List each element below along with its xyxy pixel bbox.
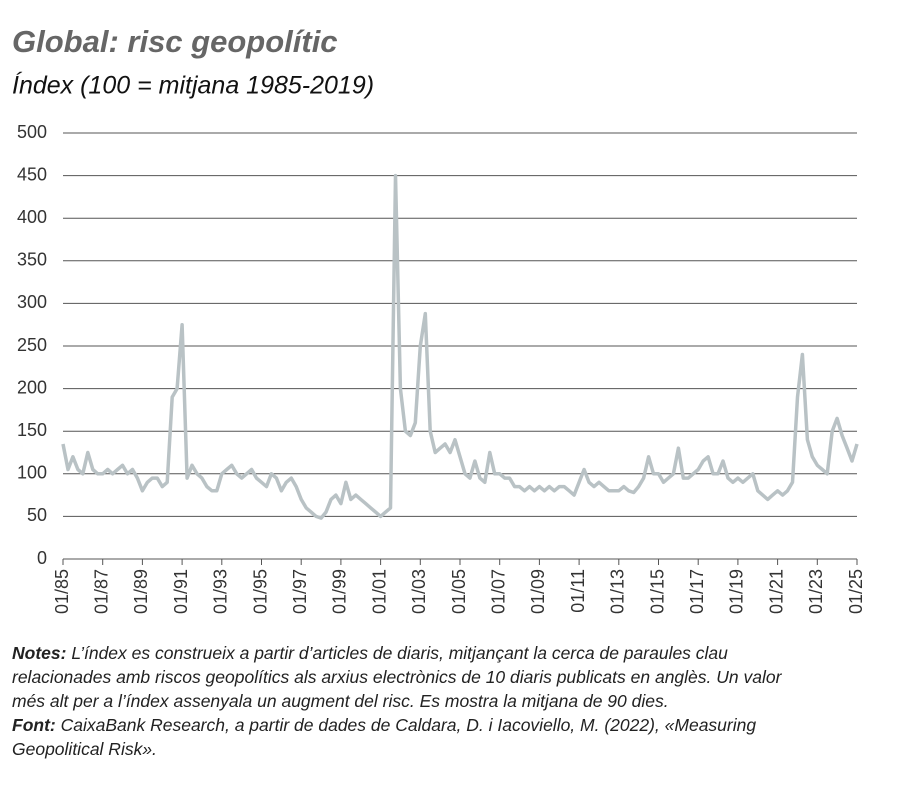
x-tick-label: 01/15 bbox=[647, 569, 667, 614]
x-tick-label: 01/23 bbox=[806, 569, 826, 614]
x-tick-label: 01/07 bbox=[488, 569, 508, 614]
y-tick-label: 0 bbox=[37, 548, 47, 568]
notes-block: Notes: L’índex es construeix a partir d’… bbox=[12, 641, 802, 713]
x-tick-label: 01/13 bbox=[608, 569, 628, 614]
x-tick-label: 01/85 bbox=[52, 569, 72, 614]
chart-title: Global: risc geopolític bbox=[12, 24, 338, 59]
x-tick-label: 01/19 bbox=[727, 569, 747, 614]
chart-subtitle: Índex (100 = mitjana 1985-2019) bbox=[12, 71, 374, 100]
x-tick-label: 01/17 bbox=[687, 569, 707, 614]
notes: Notes: L’índex es construeix a partir d’… bbox=[12, 641, 802, 761]
notes-text: L’índex es construeix a partir d’article… bbox=[12, 643, 782, 711]
y-tick-label: 150 bbox=[17, 420, 47, 440]
x-tick-label: 01/21 bbox=[766, 569, 786, 614]
x-tick-label: 01/93 bbox=[211, 569, 231, 614]
x-tick-label: 01/91 bbox=[171, 569, 191, 614]
y-tick-label: 250 bbox=[17, 335, 47, 355]
x-tick-label: 01/89 bbox=[131, 569, 151, 614]
x-tick-label: 01/87 bbox=[91, 569, 111, 614]
y-tick-label: 400 bbox=[17, 207, 47, 227]
x-tick-label: 01/99 bbox=[330, 569, 350, 614]
y-tick-label: 450 bbox=[17, 164, 47, 184]
x-tick-label: 01/01 bbox=[369, 569, 389, 614]
x-tick-label: 01/11 bbox=[568, 569, 588, 613]
x-tick-label: 01/97 bbox=[290, 569, 310, 614]
x-tick-label: 01/25 bbox=[846, 569, 866, 614]
notes-label: Notes: bbox=[12, 643, 67, 663]
y-tick-label: 200 bbox=[17, 377, 47, 397]
source-label: Font: bbox=[12, 715, 56, 735]
y-tick-label: 350 bbox=[17, 250, 47, 270]
y-tick-label: 50 bbox=[27, 505, 47, 525]
source-text: CaixaBank Research, a partir de dades de… bbox=[12, 715, 757, 759]
source-block: Font: CaixaBank Research, a partir de da… bbox=[12, 713, 802, 761]
chart: Global: risc geopolític Índex (100 = mit… bbox=[12, 24, 866, 614]
y-tick-label: 300 bbox=[17, 292, 47, 312]
y-tick-label: 100 bbox=[17, 463, 47, 483]
x-tick-label: 01/95 bbox=[250, 569, 270, 614]
y-tick-label: 500 bbox=[17, 122, 47, 142]
x-tick-label: 01/03 bbox=[409, 569, 429, 614]
x-tick-label: 01/05 bbox=[449, 569, 469, 614]
line bbox=[61, 173, 859, 520]
x-tick-label: 01/09 bbox=[528, 569, 548, 614]
